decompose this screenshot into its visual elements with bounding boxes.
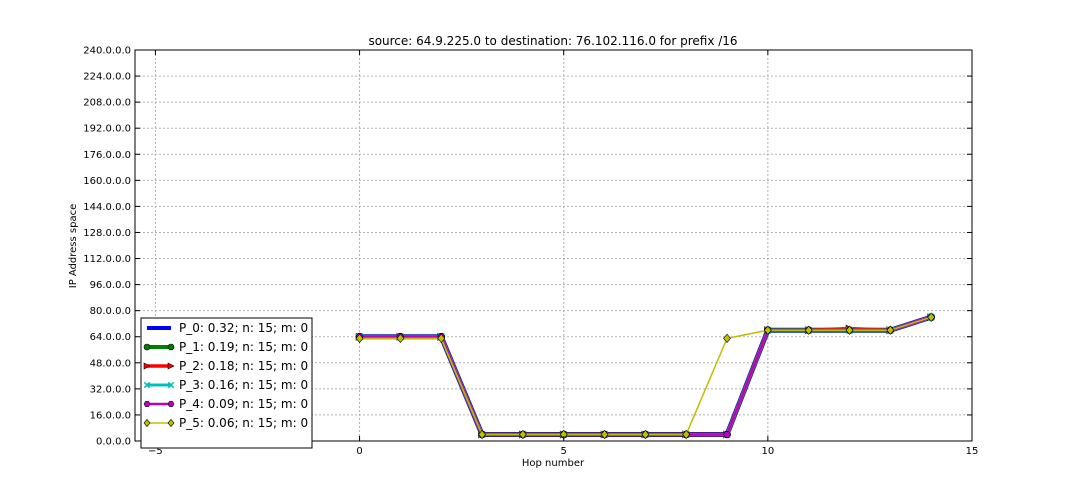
legend-item-p-1: P_1: 0.19; n: 15; m: 0	[143, 340, 308, 354]
legend-marker	[143, 362, 151, 370]
legend-marker	[167, 418, 175, 428]
y-tick-label: 224.0.0.0	[83, 72, 131, 83]
point-p-4	[723, 431, 731, 438]
y-tick-label: 48.0.0.0	[90, 358, 131, 369]
legend-item-p-5: P_5: 0.06; n: 15; m: 0	[143, 416, 308, 430]
y-tick-label: 96.0.0.0	[90, 280, 131, 291]
y-tick-label: 160.0.0.0	[83, 176, 131, 187]
legend-item-p-3: P_3: 0.16; n: 15; m: 0	[143, 378, 308, 392]
series-layer	[355, 312, 936, 440]
y-tick-label: 208.0.0.0	[83, 98, 131, 109]
legend-label: P_4: 0.09; n: 15; m: 0	[179, 397, 308, 411]
point-p-5	[355, 333, 364, 344]
legend-label: P_2: 0.18; n: 15; m: 0	[179, 359, 308, 373]
legend-marker	[143, 343, 151, 351]
y-tick-label: 64.0.0.0	[90, 332, 131, 343]
plot-frame	[134, 49, 973, 442]
y-tick-label: 112.0.0.0	[83, 254, 131, 265]
legend-label: P_1: 0.19; n: 15; m: 0	[179, 340, 308, 354]
x-tick-label: 0	[356, 446, 362, 457]
point-p-5	[600, 429, 609, 440]
point-p-5	[723, 333, 731, 344]
series-p-5	[355, 312, 936, 440]
legend-marker	[143, 381, 151, 389]
legend-label: P_3: 0.16; n: 15; m: 0	[179, 378, 308, 392]
chart-title: source: 64.9.225.0 to destination: 76.10…	[368, 34, 737, 48]
legend-item-p-4: P_4: 0.09; n: 15; m: 0	[143, 397, 308, 411]
x-tick-label: 5	[561, 446, 567, 457]
point-p-5	[518, 429, 527, 440]
point-p-5	[478, 429, 486, 440]
legend: P_0: 0.32; n: 15; m: 0 P_1: 0.19; n: 15; …	[140, 317, 313, 449]
y-tick-label: 0.0.0.0	[96, 437, 131, 448]
x-axis-label: Hop number	[522, 458, 585, 469]
ticks: −5 0 5 10 15 0.0.0.0 16.0.0.0 32.0.0.0 48.0.0.0 6…	[83, 46, 978, 458]
point-p-5	[763, 325, 772, 335]
x-tick-label: 10	[761, 446, 774, 457]
legend-item-p-0: P_0: 0.32; n: 15; m: 0	[147, 321, 308, 335]
legend-marker	[167, 362, 175, 370]
y-tick-label: 16.0.0.0	[90, 410, 131, 421]
x-tick-label: −5	[148, 446, 163, 457]
y-tick-label: 128.0.0.0	[83, 228, 131, 239]
legend-marker	[167, 381, 175, 389]
legend-marker	[167, 343, 175, 351]
y-axis-label: IP Address space	[68, 204, 79, 289]
point-p-5	[641, 429, 650, 440]
legend-marker	[167, 401, 175, 407]
point-p-5	[682, 429, 691, 440]
legend-label: P_5: 0.06; n: 15; m: 0	[179, 416, 308, 430]
y-tick-label: 32.0.0.0	[90, 384, 131, 395]
y-tick-label: 192.0.0.0	[83, 124, 131, 135]
point-p-5	[886, 325, 895, 335]
point-p-5	[845, 325, 854, 335]
point-p-5	[804, 325, 813, 335]
legend-label: P_0: 0.32; n: 15; m: 0	[179, 321, 308, 335]
legend-marker	[143, 418, 151, 428]
x-tick-label: 15	[966, 446, 979, 457]
point-p-5	[437, 333, 446, 344]
y-tick-label: 144.0.0.0	[83, 202, 131, 213]
point-p-5	[396, 333, 405, 344]
legend-marker	[143, 401, 151, 407]
legend-item-p-2: P_2: 0.18; n: 15; m: 0	[143, 359, 308, 373]
y-tick-label: 80.0.0.0	[90, 306, 131, 317]
y-tick-label: 176.0.0.0	[83, 150, 131, 161]
y-tick-label: 240.0.0.0	[83, 46, 131, 57]
point-p-5	[927, 312, 936, 322]
